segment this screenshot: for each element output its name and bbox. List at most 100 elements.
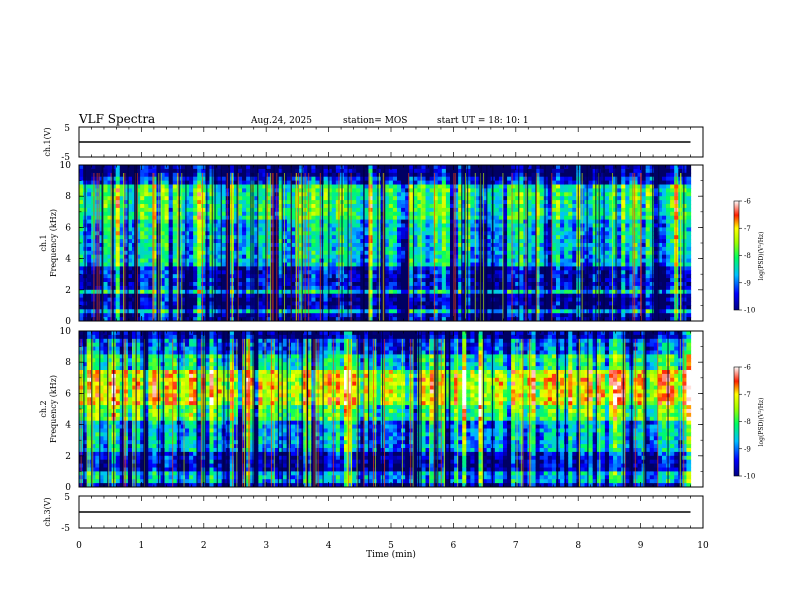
spectrogram-cell — [437, 188, 443, 193]
spectrogram-cell — [140, 227, 145, 232]
spectrogram-cell — [144, 301, 149, 306]
spectrogram-cell — [311, 207, 317, 213]
spectrogram-cell — [201, 313, 206, 318]
spectrogram-cell — [360, 219, 365, 225]
spectrogram-cell — [311, 165, 317, 170]
spectrogram-cell — [364, 246, 370, 252]
spectrogram-cell — [290, 165, 296, 170]
spectrogram-cell — [539, 274, 545, 279]
spectrogram-cell — [148, 200, 153, 205]
spectrogram-cell — [172, 184, 178, 189]
spectrogram-cell — [217, 313, 223, 318]
spectrogram-cell — [201, 254, 206, 260]
spectrogram-cell — [568, 196, 573, 201]
spectrogram-cell — [539, 215, 545, 221]
spectrogram-cell — [242, 188, 247, 193]
spectrogram-cell — [180, 250, 186, 256]
spectrogram-cell — [238, 168, 243, 174]
spectrogram-cell — [405, 262, 410, 267]
spectrogram-cell — [547, 239, 553, 244]
spectrogram-cell — [136, 274, 141, 279]
spectrogram-cell — [413, 246, 418, 252]
spectrogram-cell — [445, 165, 451, 170]
spectrogram-cell — [409, 243, 414, 248]
spectrogram-cell — [437, 301, 443, 306]
spectrogram-cell — [221, 235, 227, 240]
spectrogram-cell — [246, 168, 251, 174]
spectrogram-cell — [364, 200, 370, 205]
spectrogram-cell — [127, 285, 133, 291]
spectrogram-cell — [315, 278, 321, 283]
spectrogram-cell — [254, 309, 259, 314]
spectrogram-cell — [437, 211, 443, 217]
spectrogram-cell — [331, 172, 337, 178]
spectrogram-cell — [221, 223, 227, 228]
spectrogram-cell — [413, 235, 418, 240]
spectrogram-cell — [466, 211, 471, 217]
spectrogram-cell — [286, 200, 292, 205]
spectrogram-cell — [127, 200, 133, 205]
spectrogram-cell — [246, 204, 251, 209]
spectrogram-cell — [327, 188, 333, 193]
spectrogram-cell — [233, 285, 239, 291]
spectrogram-cell — [384, 289, 390, 295]
spectrogram-cell — [87, 239, 92, 244]
spectrogram-cell — [392, 219, 398, 225]
spectrogram-cell — [213, 266, 219, 271]
spectrogram-cell — [152, 219, 158, 225]
spectrogram-cell — [197, 246, 202, 252]
spectrogram-cell — [511, 293, 516, 299]
spectrogram-cell — [136, 200, 141, 205]
spectrogram-cell — [119, 289, 125, 295]
spectrogram-cell — [172, 297, 178, 303]
spectrogram-cell — [470, 293, 476, 299]
spectrogram-cell — [262, 317, 268, 321]
spectrogram-cell — [79, 165, 84, 170]
spectrogram-cell — [238, 223, 243, 228]
spectrogram-cell — [79, 285, 84, 291]
spectrogram-cell — [392, 235, 398, 240]
spectrogram-cell — [254, 246, 259, 252]
spectrogram-cell — [238, 250, 243, 256]
spectrogram-cell — [144, 207, 149, 213]
spectrogram-cell — [392, 211, 398, 217]
spectrogram-cell — [164, 243, 170, 248]
spectrogram-cell — [494, 180, 500, 186]
spectrogram-cell — [470, 200, 476, 205]
spectrogram-cell — [425, 258, 431, 264]
spectrogram-cell — [401, 211, 406, 217]
spectrogram-cell — [449, 317, 455, 321]
spectrogram-cell — [254, 266, 259, 271]
spectrogram-cell — [266, 270, 272, 275]
spectrogram-cell — [286, 180, 292, 186]
spectrogram-cell — [392, 196, 398, 201]
spectrogram-cell — [409, 266, 414, 271]
spectrogram-cell — [140, 270, 145, 275]
spectrogram-cell — [441, 211, 447, 217]
spectrogram-cell — [193, 266, 198, 271]
spectrogram-cell — [164, 227, 170, 232]
spectrogram-cell — [123, 172, 129, 178]
spectrogram-cell — [307, 200, 312, 205]
spectrogram-cell — [454, 297, 459, 303]
spectrogram-cell — [323, 184, 329, 189]
spectrogram-cell — [466, 188, 471, 193]
spectrogram-cell — [364, 180, 370, 186]
spectrogram-cell — [262, 254, 268, 260]
spectrogram-cell — [372, 297, 378, 303]
spectrogram-cell — [437, 266, 443, 271]
spectrogram-cell — [262, 235, 268, 240]
spectrogram-cell — [242, 168, 247, 174]
spectrogram-cell — [486, 285, 492, 291]
spectrogram-cell — [148, 180, 153, 186]
spectrogram-cell — [502, 188, 508, 193]
spectrogram-cell — [388, 297, 394, 303]
spectrogram-cell — [364, 168, 370, 174]
spectrogram-cell — [193, 258, 198, 264]
spectrogram-cell — [258, 270, 264, 275]
spectrogram-cell — [95, 285, 100, 291]
spectrogram-cell — [262, 301, 268, 306]
spectrogram-cell — [286, 246, 292, 252]
spectrogram-cell — [486, 196, 492, 201]
spectrogram-cell — [348, 204, 353, 209]
